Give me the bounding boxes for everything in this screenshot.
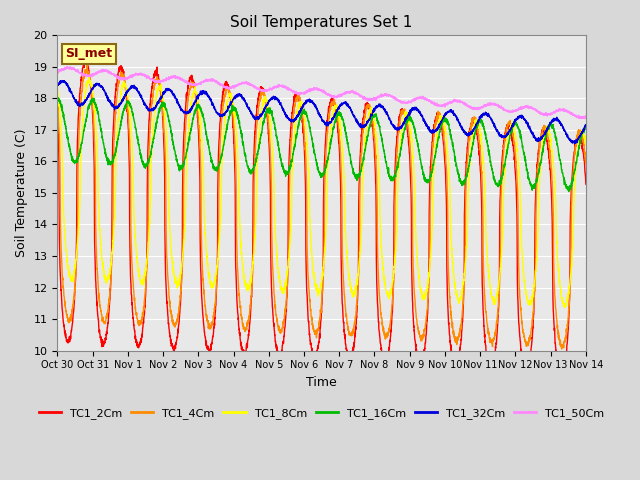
TC1_50Cm xyxy=(54,69,61,75)
TC1_16Cm xyxy=(54,95,62,101)
Legend: TC1_2Cm, TC1_4Cm, TC1_8Cm, TC1_16Cm, TC1_32Cm, TC1_50Cm: TC1_2Cm, TC1_4Cm, TC1_8Cm, TC1_16Cm, TC1… xyxy=(35,404,609,423)
TC1_16Cm xyxy=(515,126,523,132)
TC1_32Cm xyxy=(54,83,61,88)
TC1_4Cm xyxy=(572,144,580,149)
Title: Soil Temperatures Set 1: Soil Temperatures Set 1 xyxy=(230,15,413,30)
TC1_4Cm xyxy=(83,61,91,67)
TC1_16Cm xyxy=(114,136,122,142)
TC1_8Cm xyxy=(279,287,287,293)
TC1_2Cm xyxy=(572,140,580,145)
Line: TC1_4Cm: TC1_4Cm xyxy=(58,64,586,349)
TC1_50Cm xyxy=(515,107,523,113)
TC1_8Cm xyxy=(54,83,61,88)
Line: TC1_8Cm: TC1_8Cm xyxy=(58,77,586,307)
Line: TC1_50Cm: TC1_50Cm xyxy=(58,67,586,119)
TC1_32Cm xyxy=(572,140,580,145)
TC1_4Cm xyxy=(279,319,287,324)
TC1_2Cm xyxy=(114,71,122,77)
TC1_50Cm xyxy=(114,74,122,80)
TC1_50Cm xyxy=(279,83,287,89)
TC1_16Cm xyxy=(582,127,589,132)
TC1_32Cm xyxy=(572,140,579,146)
TC1_32Cm xyxy=(145,107,153,113)
TC1_32Cm xyxy=(257,112,264,118)
Text: SI_met: SI_met xyxy=(65,48,113,60)
TC1_32Cm xyxy=(582,122,589,128)
TC1_4Cm xyxy=(54,100,61,106)
TC1_8Cm xyxy=(145,227,153,233)
TC1_16Cm xyxy=(565,189,573,194)
TC1_2Cm xyxy=(557,371,565,377)
TC1_50Cm xyxy=(581,116,589,121)
TC1_16Cm xyxy=(145,157,153,163)
Line: TC1_32Cm: TC1_32Cm xyxy=(58,81,586,143)
TC1_16Cm xyxy=(279,164,287,169)
TC1_8Cm xyxy=(561,304,569,310)
TC1_8Cm xyxy=(572,166,580,172)
Line: TC1_16Cm: TC1_16Cm xyxy=(58,98,586,192)
TC1_32Cm xyxy=(56,78,64,84)
TC1_2Cm xyxy=(582,181,589,187)
TC1_2Cm xyxy=(257,88,264,94)
TC1_4Cm xyxy=(114,86,122,92)
TC1_50Cm xyxy=(145,74,153,80)
TC1_16Cm xyxy=(54,96,61,101)
TC1_50Cm xyxy=(572,113,579,119)
TC1_8Cm xyxy=(582,141,589,147)
TC1_16Cm xyxy=(572,160,580,166)
TC1_50Cm xyxy=(257,87,264,93)
TC1_32Cm xyxy=(515,113,523,119)
TC1_32Cm xyxy=(114,105,122,110)
TC1_4Cm xyxy=(515,268,523,274)
X-axis label: Time: Time xyxy=(307,376,337,389)
TC1_4Cm xyxy=(582,160,589,166)
TC1_50Cm xyxy=(582,114,589,120)
TC1_2Cm xyxy=(279,340,287,346)
TC1_8Cm xyxy=(257,120,264,125)
TC1_2Cm xyxy=(515,321,523,326)
TC1_4Cm xyxy=(257,93,264,99)
TC1_2Cm xyxy=(145,117,153,123)
TC1_2Cm xyxy=(81,57,88,62)
TC1_2Cm xyxy=(54,105,61,111)
TC1_50Cm xyxy=(63,64,71,70)
TC1_8Cm xyxy=(85,74,93,80)
TC1_4Cm xyxy=(558,346,566,352)
TC1_8Cm xyxy=(515,166,523,171)
TC1_32Cm xyxy=(279,108,287,113)
TC1_8Cm xyxy=(114,120,122,125)
Y-axis label: Soil Temperature (C): Soil Temperature (C) xyxy=(15,129,28,257)
TC1_16Cm xyxy=(257,135,264,141)
TC1_4Cm xyxy=(145,145,153,151)
Line: TC1_2Cm: TC1_2Cm xyxy=(58,60,586,374)
